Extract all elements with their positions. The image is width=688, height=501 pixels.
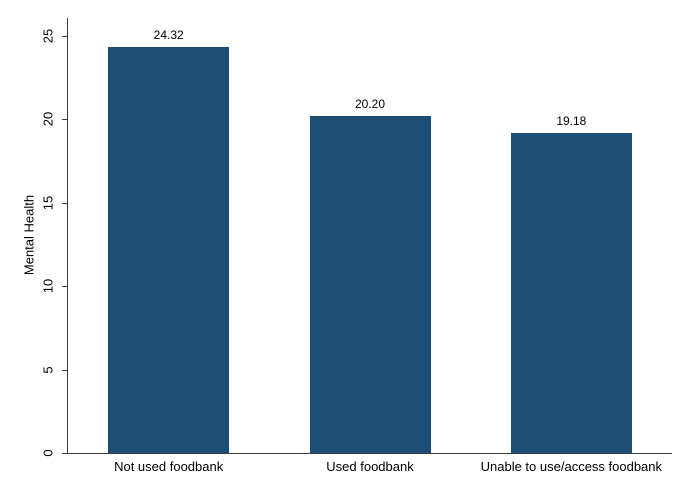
category-label: Not used foodbank (114, 459, 224, 474)
y-axis-title: Mental Health (21, 194, 37, 276)
y-tick-mark (62, 370, 68, 371)
y-tick-label: 5 (40, 366, 56, 374)
y-tick-label: 0 (40, 449, 56, 457)
y-tick-mark (62, 453, 68, 454)
category-label: Unable to use/access foodbank (480, 459, 663, 474)
bar-value-label: 19.18 (556, 114, 587, 128)
bar-value-label: 24.32 (153, 28, 184, 42)
y-axis-line (67, 18, 68, 454)
bar (511, 133, 632, 453)
bar-value-label: 20.20 (354, 97, 386, 111)
y-tick-label: 15 (40, 195, 56, 211)
bar (108, 47, 229, 453)
y-tick-label: 25 (40, 28, 56, 44)
y-tick-label: 20 (40, 111, 56, 127)
y-tick-label: 10 (40, 278, 56, 294)
x-axis-line (62, 453, 672, 454)
y-tick-mark (62, 36, 68, 37)
y-tick-mark (62, 286, 68, 287)
category-label: Used foodbank (326, 459, 414, 474)
y-tick-mark (62, 119, 68, 120)
y-tick-mark (62, 203, 68, 204)
bar (310, 116, 431, 453)
